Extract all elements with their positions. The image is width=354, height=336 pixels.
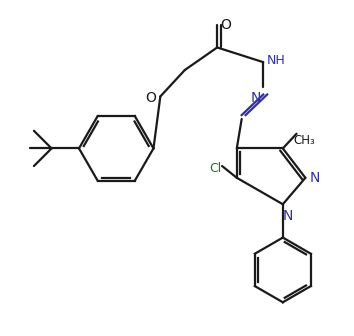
Text: CH₃: CH₃ <box>293 134 315 147</box>
Text: O: O <box>221 18 232 32</box>
Text: N: N <box>310 171 320 185</box>
Text: O: O <box>145 91 156 106</box>
Text: N: N <box>250 91 261 106</box>
Text: NH: NH <box>267 54 285 67</box>
Text: Cl: Cl <box>209 162 221 174</box>
Text: N: N <box>282 209 293 223</box>
